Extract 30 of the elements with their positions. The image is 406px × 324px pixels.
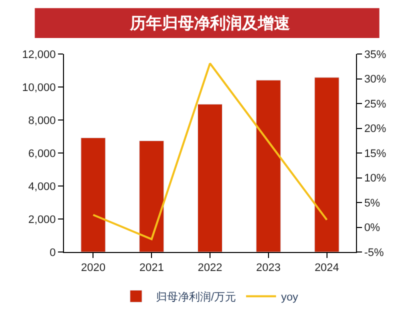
legend-label: 归母净利润/万元 [156,290,236,304]
y-tick-label: 12,000 [22,48,56,61]
x-tick-label: 2023 [256,262,281,274]
y2-tick-label: 30% [364,74,386,86]
y-tick-label: 0 [50,246,56,259]
y2-tick-label: -5% [364,246,384,259]
legend-label: yoy [281,291,299,304]
x-tick-label: 2024 [314,262,340,274]
bar [80,138,106,252]
y2-tick-label: 15% [364,148,386,160]
y2-tick-label: 20% [364,123,386,136]
y2-tick-label: 0% [364,222,380,234]
y2-tick-label: 10% [364,172,386,185]
bar [197,104,223,252]
line-series [92,62,328,240]
y-tick-label: 6,000 [28,148,56,160]
chart-title: 历年归母净利润及增速 [129,14,291,33]
y-tick-label: 10,000 [22,82,56,94]
bar [139,140,164,252]
y2-tick-label: 35% [364,48,386,61]
y-tick-label: 2,000 [28,214,56,226]
x-tick-label: 2021 [139,262,164,274]
y-tick-label: 4,000 [28,180,56,193]
y2-tick-label: 25% [364,98,386,110]
y-tick-label: 8,000 [28,114,56,127]
bar [256,80,281,252]
x-tick-label: 2022 [198,262,222,274]
bar [314,77,340,252]
x-tick-label: 2020 [80,262,106,274]
y2-tick-label: 5% [364,197,380,210]
